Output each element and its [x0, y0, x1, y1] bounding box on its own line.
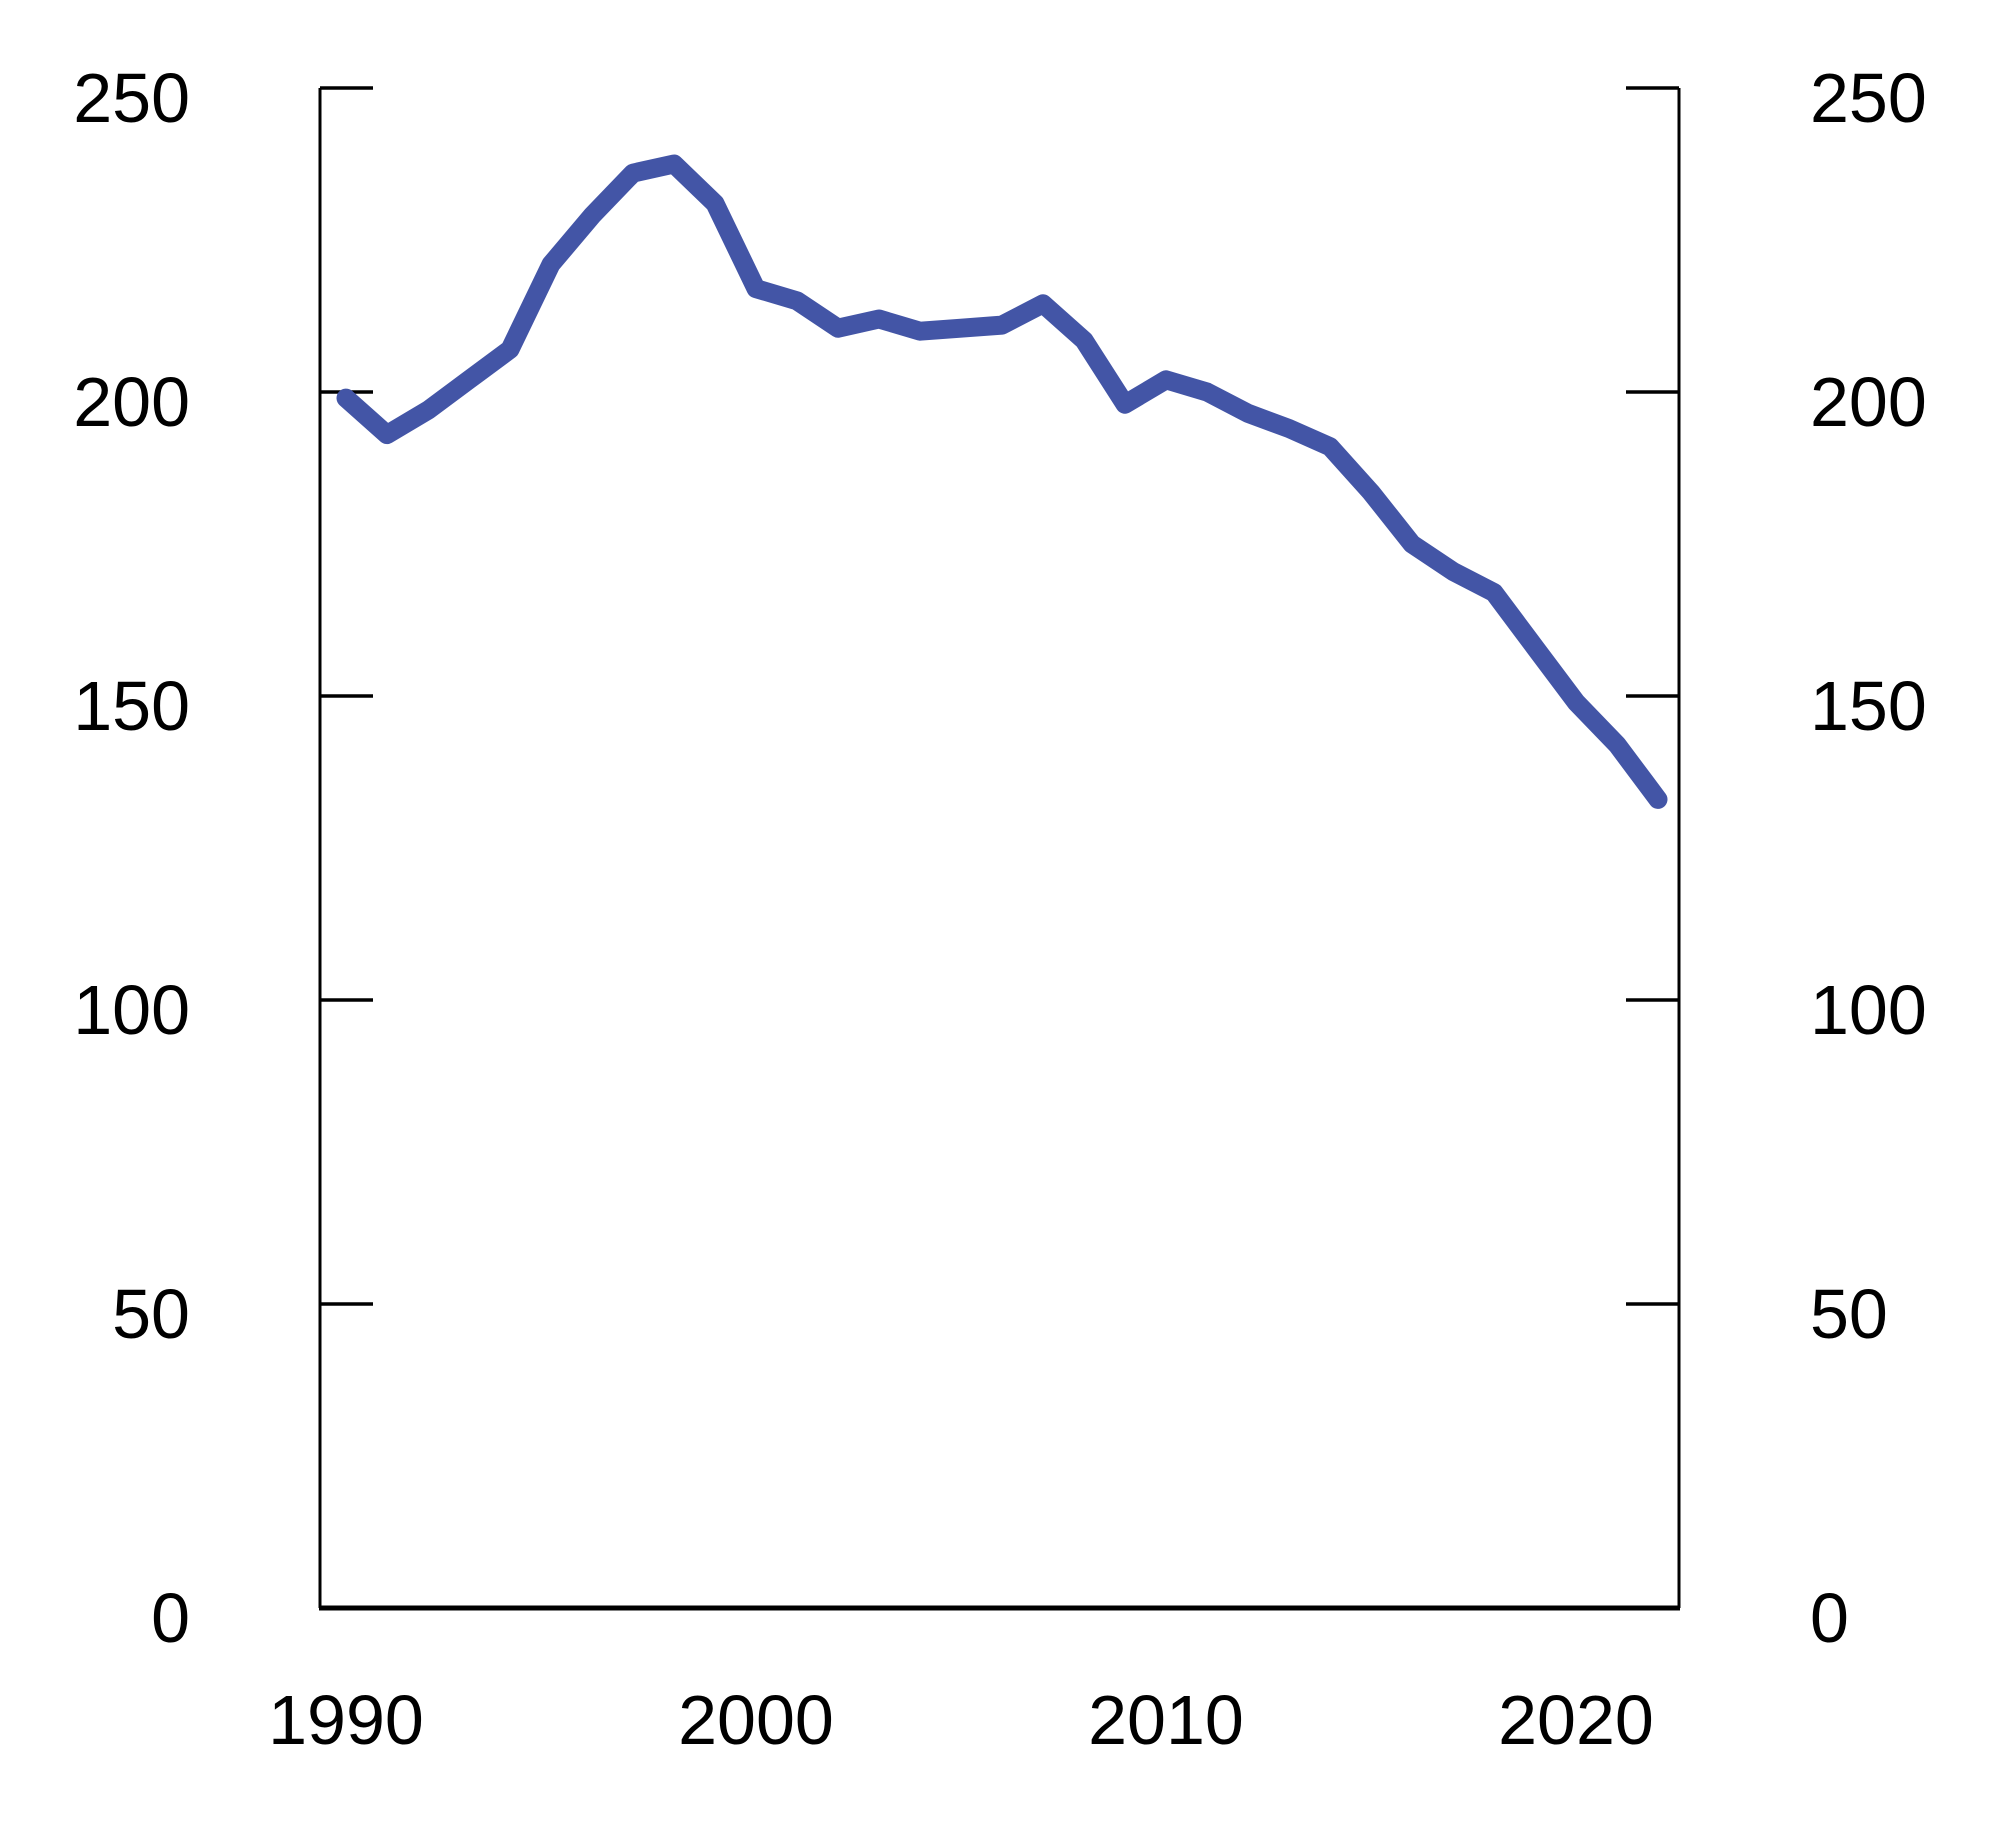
x-tick-label: 2010: [1088, 1681, 1244, 1759]
y-tick-label-right: 200: [1810, 363, 1927, 441]
y-tick-label-right: 150: [1810, 667, 1927, 745]
y-tick-label-right: 50: [1810, 1275, 1888, 1353]
data-line-series: [336, 154, 1668, 809]
x-tick-label: 2000: [678, 1681, 834, 1759]
y-tick-label-left: 100: [73, 971, 190, 1049]
y-tick-label-right: 100: [1810, 971, 1927, 1049]
x-tick-label: 1990: [268, 1681, 424, 1759]
y-tick-label-left: 250: [73, 59, 190, 137]
y-tick-label-right: 0: [1810, 1579, 1849, 1657]
y-tick-label-left: 50: [112, 1275, 190, 1353]
y-tick-label-left: 200: [73, 363, 190, 441]
x-tick-label: 2020: [1498, 1681, 1654, 1759]
y-tick-label-left: 150: [73, 667, 190, 745]
y-tick-label-left: 0: [151, 1579, 190, 1657]
y-tick-label-right: 250: [1810, 59, 1927, 137]
